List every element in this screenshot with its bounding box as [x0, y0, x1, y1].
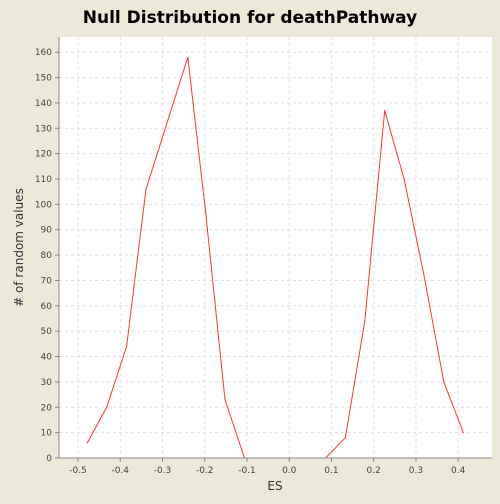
y-axis-label: # of random values: [12, 188, 26, 307]
x-tick-label: 0.3: [409, 466, 423, 476]
y-tick-label: 80: [41, 251, 53, 261]
data-point: [384, 109, 386, 112]
x-tick-label: 0.1: [324, 466, 338, 476]
y-tick-label: 10: [41, 429, 53, 439]
y-tick-label: 40: [41, 353, 53, 363]
x-tick-label: -0.5: [69, 466, 87, 476]
data-point: [443, 381, 445, 383]
data-point: [86, 442, 88, 444]
x-tick-label: -0.2: [196, 466, 214, 476]
data-point: [423, 274, 425, 276]
y-tick-label: 60: [41, 302, 53, 312]
data-point: [187, 56, 189, 58]
x-tick-label: -0.4: [111, 466, 129, 476]
grid-lines: [59, 37, 492, 459]
data-point: [364, 320, 366, 322]
y-axis-ticks: 0 10 20 30 40 50 60 70 80 90 100 110 120 130 140 150 160: [35, 48, 59, 464]
data-point: [344, 437, 347, 439]
y-tick-label: 130: [35, 124, 52, 134]
data-point: [125, 345, 128, 348]
x-tick-label: -0.3: [154, 466, 172, 476]
y-tick-label: 140: [35, 99, 52, 109]
x-axis-label: ES: [267, 479, 282, 493]
y-tick-label: 70: [41, 276, 53, 286]
data-point: [224, 399, 226, 401]
y-tick-label: 50: [41, 327, 53, 337]
y-tick-label: 0: [46, 454, 52, 464]
data-point: [403, 178, 405, 180]
x-tick-label: -0.1: [238, 466, 256, 476]
x-tick-label: 0.4: [451, 466, 466, 476]
y-tick-label: 120: [35, 150, 52, 160]
x-tick-label: 0.2: [367, 466, 381, 476]
y-tick-label: 110: [35, 175, 52, 185]
data-point: [106, 406, 108, 408]
y-tick-label: 30: [41, 378, 53, 388]
y-tick-label: 20: [41, 403, 53, 413]
y-tick-label: 160: [35, 48, 52, 58]
y-tick-label: 150: [35, 74, 52, 84]
chart-title: Null Distribution for deathPathway: [83, 8, 417, 28]
x-axis-ticks: -0.5 -0.4 -0.3 -0.2 -0.1 0.0 0.1 0.2 0.3 0.4: [69, 458, 466, 476]
y-tick-label: 90: [41, 226, 53, 236]
y-tick-label: 100: [35, 200, 52, 210]
plot-area: [59, 37, 492, 458]
data-point: [204, 211, 207, 213]
data-point: [145, 188, 147, 190]
data-point: [462, 432, 464, 434]
x-tick-label: 0.0: [282, 466, 297, 476]
